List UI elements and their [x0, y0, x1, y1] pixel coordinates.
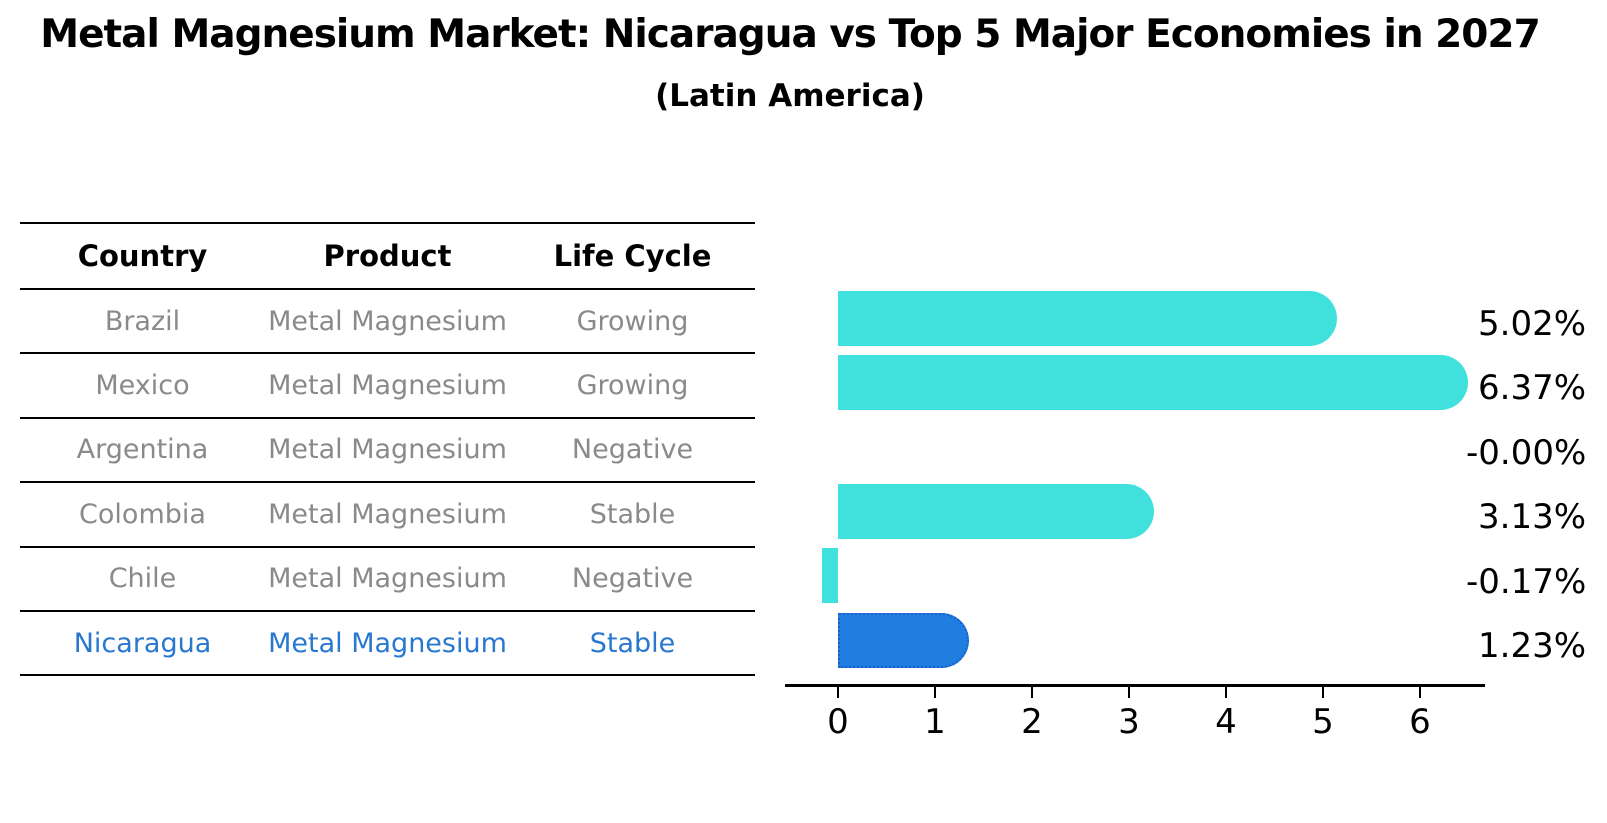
cell-country: Nicaragua [73, 627, 212, 659]
cell-product: Metal Magnesium [268, 498, 507, 530]
value-label-argentina: -0.00% [1466, 432, 1587, 473]
cell-product: Metal Magnesium [268, 627, 507, 659]
table-row-argentina: Argentina Metal Magnesium Negative [20, 419, 755, 484]
cell-life-cycle: Stable [589, 627, 676, 659]
x-tick-1 [934, 687, 936, 698]
cell-product: Metal Magnesium [268, 305, 507, 337]
table-row-brazil: Brazil Metal Magnesium Growing [20, 290, 755, 355]
chart-subtitle: (Latin America) [655, 78, 925, 114]
x-tick-5 [1322, 687, 1324, 698]
value-label-brazil: 5.02% [1478, 304, 1587, 344]
value-label-mexico: 6.37% [1478, 368, 1587, 409]
bar-mexico [838, 354, 1468, 410]
table-body: Brazil Metal Magnesium Growing Mexico Metal … [20, 290, 755, 677]
bar-chile [821, 548, 838, 604]
column-header-product: Product [323, 239, 452, 273]
x-tick-label-5: 5 [1312, 702, 1334, 742]
cell-country: Chile [108, 563, 177, 595]
bar-brazil [838, 290, 1337, 346]
cell-country: Colombia [79, 498, 206, 530]
x-axis-line [784, 684, 1485, 687]
value-label-nicaragua: 1.23% [1478, 626, 1587, 666]
column-header-country: Country [77, 239, 208, 273]
summary-table: Country Product Life Cycle Brazil Metal M… [20, 222, 755, 677]
table-row-colombia: Colombia Metal Magnesium Stable [20, 483, 755, 548]
cell-life-cycle: Negative [571, 434, 694, 466]
cell-life-cycle: Growing [576, 305, 689, 337]
cell-product: Metal Magnesium [268, 370, 507, 402]
x-tick-label-1: 1 [924, 702, 946, 742]
x-tick-3 [1128, 687, 1130, 698]
x-tick-0 [837, 687, 839, 698]
value-label-colombia: 3.13% [1478, 497, 1587, 538]
x-tick-label-3: 3 [1118, 702, 1140, 742]
cell-country: Argentina [76, 434, 209, 466]
x-tick-label-4: 4 [1215, 702, 1237, 742]
x-tick-label-0: 0 [827, 702, 849, 742]
table-header-row: Country Product Life Cycle [20, 224, 755, 290]
x-tick-6 [1419, 687, 1421, 698]
table-row-chile: Chile Metal Magnesium Negative [20, 548, 755, 612]
cell-country: Mexico [95, 370, 190, 402]
cell-product: Metal Magnesium [268, 563, 507, 595]
x-tick-label-2: 2 [1021, 702, 1043, 742]
cell-life-cycle: Negative [571, 563, 694, 595]
cell-country: Brazil [104, 305, 181, 337]
cell-life-cycle: Growing [576, 370, 689, 402]
cell-product: Metal Magnesium [268, 434, 507, 466]
bar-nicaragua [838, 612, 970, 668]
table-row-mexico: Mexico Metal Magnesium Growing [20, 354, 755, 419]
chart-title: Metal Magnesium Market: Nicaragua vs Top… [40, 12, 1540, 57]
bar-colombia [838, 483, 1154, 539]
x-tick-label-6: 6 [1409, 702, 1431, 742]
column-header-life-cycle: Life Cycle [553, 239, 712, 273]
value-label-chile: -0.17% [1466, 561, 1587, 602]
x-tick-4 [1225, 687, 1227, 698]
cell-life-cycle: Stable [589, 498, 676, 530]
x-tick-2 [1031, 687, 1033, 698]
table-row-nicaragua: Nicaragua Metal Magnesium Stable [20, 612, 755, 677]
